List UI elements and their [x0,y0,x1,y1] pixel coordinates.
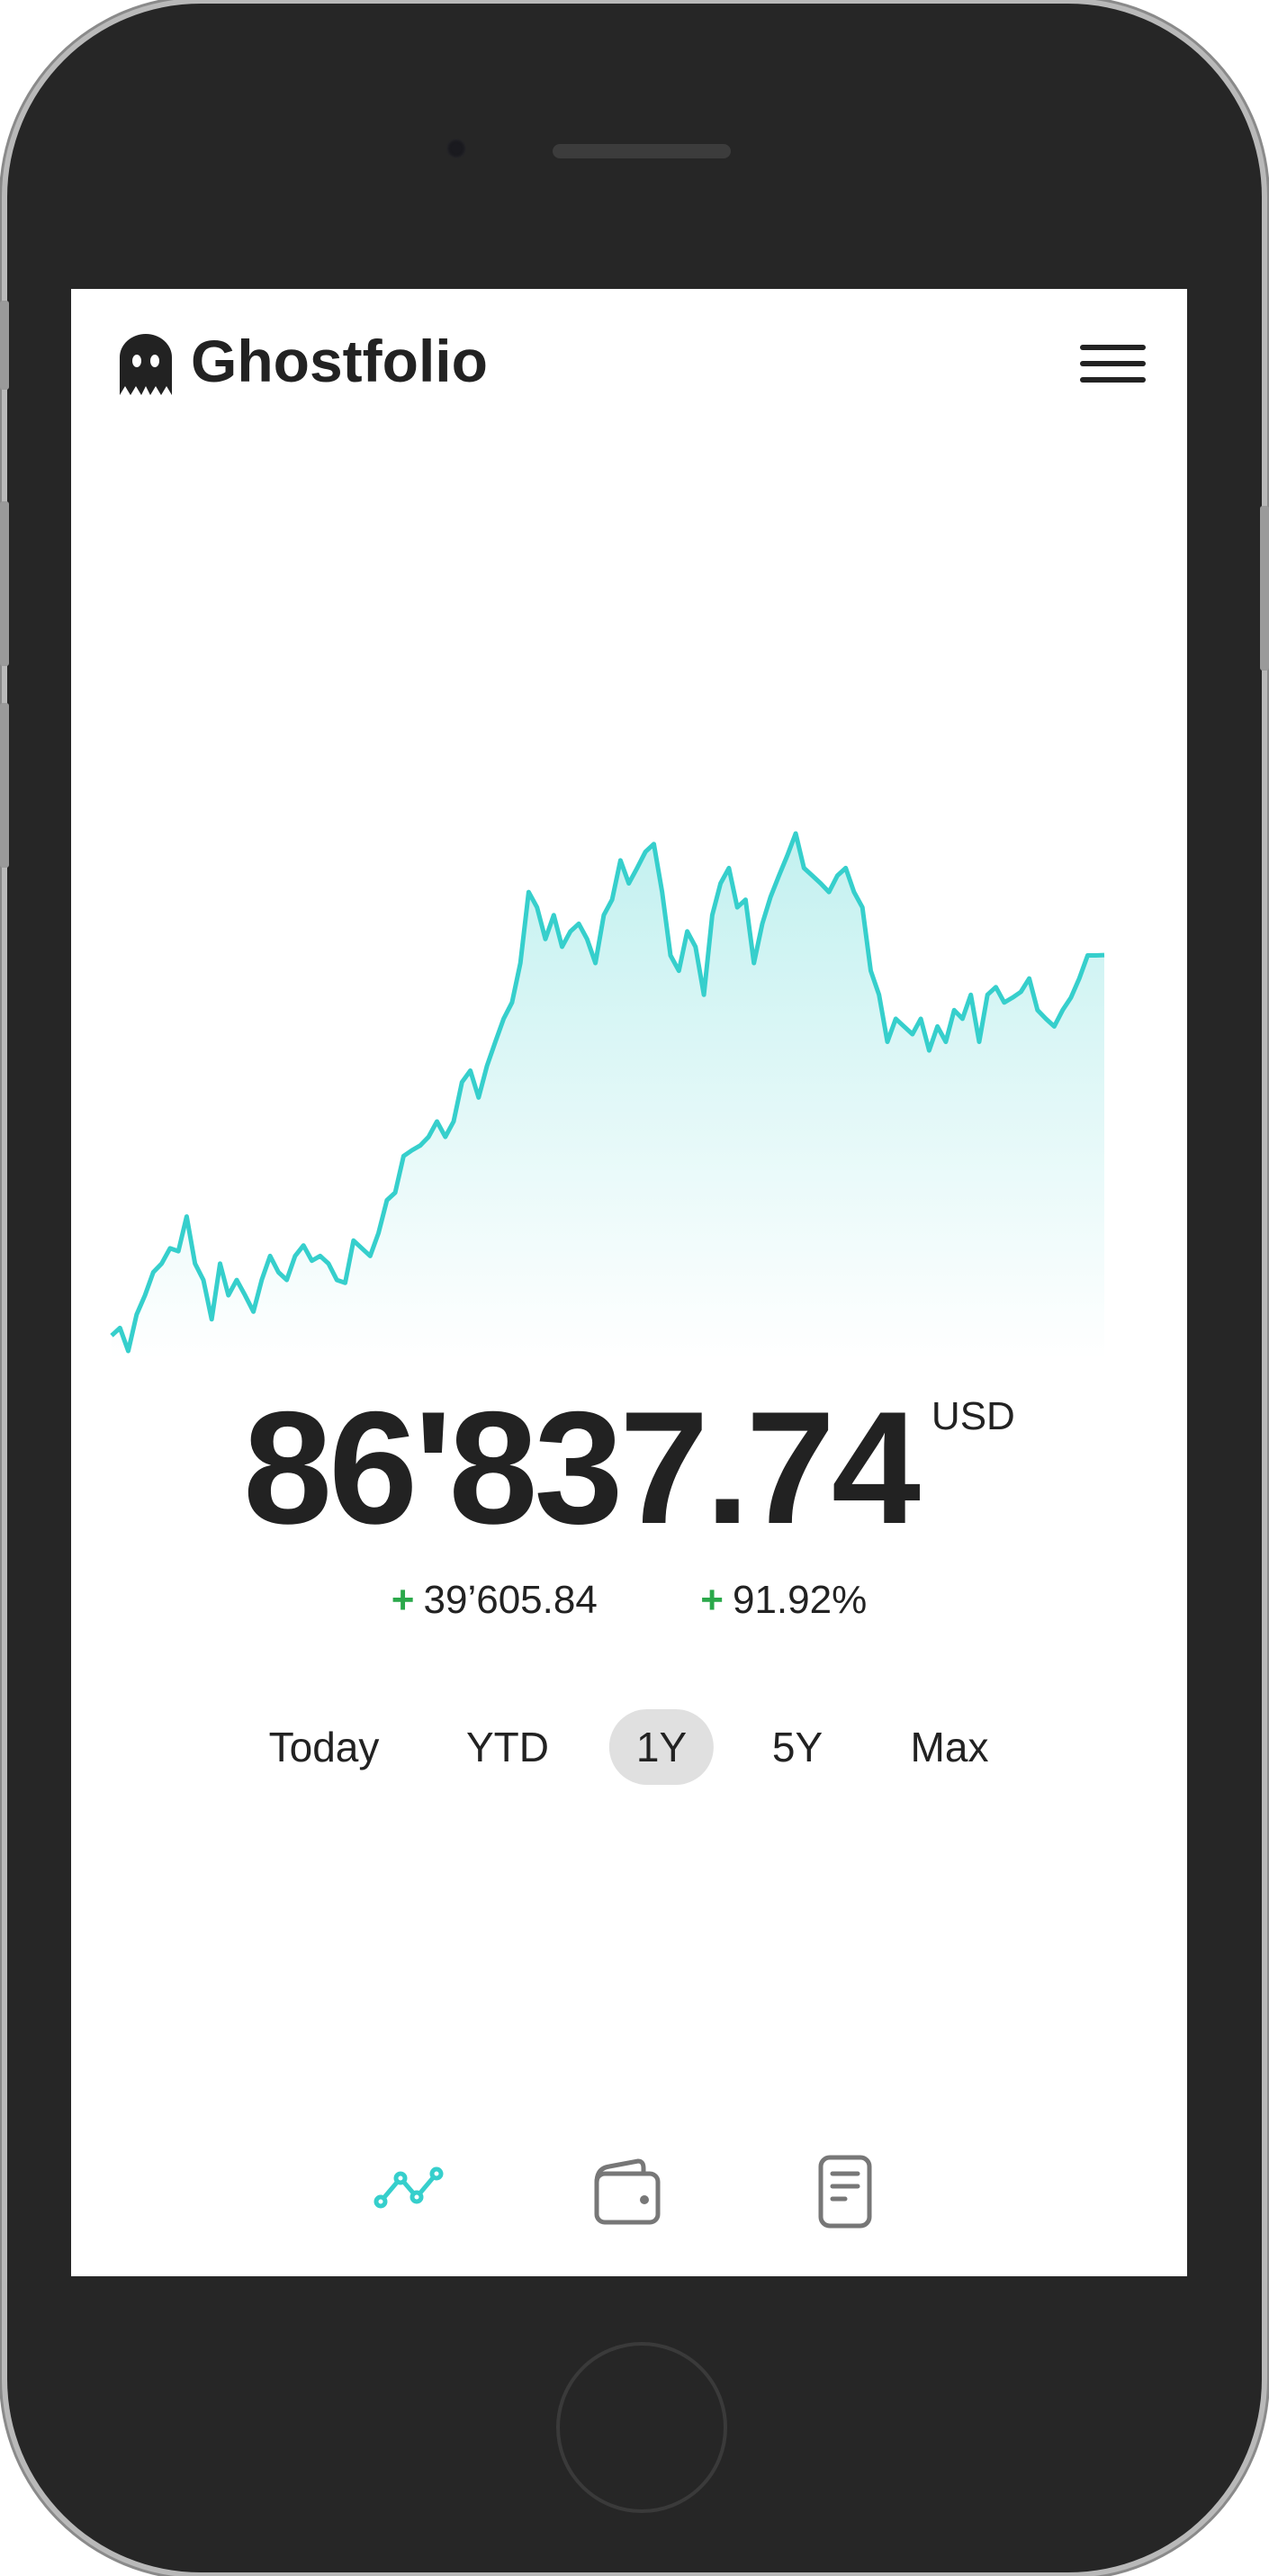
wallet-icon[interactable] [588,2150,669,2231]
volume-down-button [0,703,9,868]
analytics-line-icon[interactable] [372,2150,453,2231]
app-screen: Ghostfolio 86'837.74 USD +39’605.84 +91.… [71,289,1187,2276]
positive-sign: + [391,1578,415,1622]
range-ytd[interactable]: YTD [466,1724,549,1770]
power-button [1260,506,1269,671]
performance-chart [110,831,1105,1360]
range-5y[interactable]: 5Y [771,1724,824,1770]
absolute-change: 39’605.84 [423,1578,598,1622]
earpiece-speaker [553,144,731,158]
range-max[interactable]: Max [910,1724,989,1770]
portfolio-value: 86'837.74 [243,1378,921,1557]
app-title[interactable]: Ghostfolio [191,328,488,394]
mute-switch [0,301,9,390]
currency-label: USD [931,1394,1015,1438]
positive-sign: + [700,1578,724,1622]
range-today[interactable]: Today [268,1724,380,1770]
percent-change: 91.92% [732,1578,868,1622]
volume-up-button [0,501,9,666]
chart-area-fill [112,833,1104,1360]
hamburger-menu-icon[interactable] [1080,345,1146,383]
home-button[interactable] [556,2342,727,2513]
document-icon[interactable] [805,2150,886,2231]
ghost-icon [120,334,172,395]
performance-changes: +39’605.84 +91.92% [71,1578,1187,1623]
chart-line [110,831,1105,1354]
front-camera [446,139,466,158]
portfolio-value-row: 86'837.74 USD [71,1378,1187,1558]
range-selector: Today YTD 1Y 5Y Max [71,1709,1187,1785]
range-1y[interactable]: 1Y [608,1709,715,1785]
